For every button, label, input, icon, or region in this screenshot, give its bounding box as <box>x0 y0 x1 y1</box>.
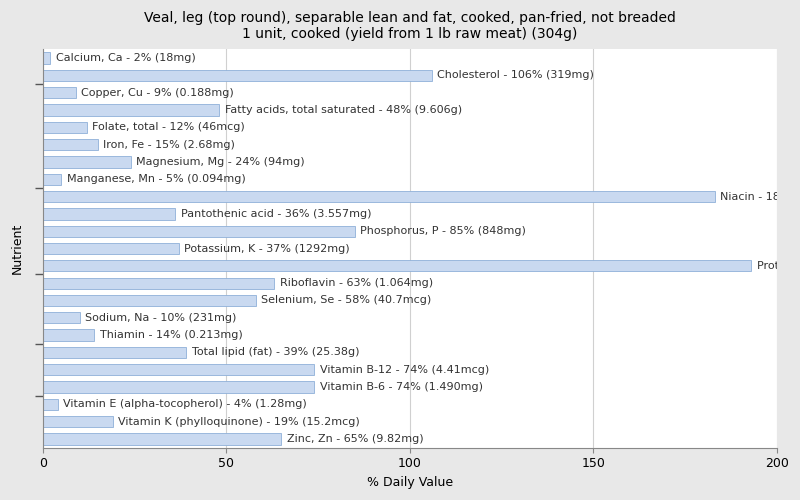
Text: Cholesterol - 106% (319mg): Cholesterol - 106% (319mg) <box>438 70 594 81</box>
Bar <box>43 295 256 306</box>
Bar <box>43 52 50 64</box>
Text: Thiamin - 14% (0.213mg): Thiamin - 14% (0.213mg) <box>100 330 242 340</box>
Bar <box>43 243 178 254</box>
Text: Iron, Fe - 15% (2.68mg): Iron, Fe - 15% (2.68mg) <box>103 140 235 149</box>
Bar <box>43 260 751 272</box>
Bar <box>43 208 175 220</box>
Text: Vitamin B-6 - 74% (1.490mg): Vitamin B-6 - 74% (1.490mg) <box>320 382 483 392</box>
Bar <box>43 364 314 376</box>
Text: Selenium, Se - 58% (40.7mcg): Selenium, Se - 58% (40.7mcg) <box>262 296 431 306</box>
Bar <box>43 416 113 428</box>
Bar <box>43 122 87 133</box>
Title: Veal, leg (top round), separable lean and fat, cooked, pan-fried, not breaded
1 : Veal, leg (top round), separable lean an… <box>144 11 676 42</box>
Text: Sodium, Na - 10% (231mg): Sodium, Na - 10% (231mg) <box>85 313 237 323</box>
Bar <box>43 139 98 150</box>
Bar <box>43 347 186 358</box>
Text: Protein - 193% (96.52g): Protein - 193% (96.52g) <box>757 261 800 271</box>
Bar <box>43 382 314 392</box>
Bar <box>43 434 282 444</box>
Text: Vitamin K (phylloquinone) - 19% (15.2mcg): Vitamin K (phylloquinone) - 19% (15.2mcg… <box>118 416 360 426</box>
Bar <box>43 398 58 410</box>
Text: Pantothenic acid - 36% (3.557mg): Pantothenic acid - 36% (3.557mg) <box>181 209 371 219</box>
Text: Niacin - 183% (36.632mg): Niacin - 183% (36.632mg) <box>720 192 800 202</box>
Bar <box>43 312 79 324</box>
Bar <box>43 156 131 168</box>
Text: Folate, total - 12% (46mcg): Folate, total - 12% (46mcg) <box>93 122 245 132</box>
Bar <box>43 226 355 237</box>
Text: Calcium, Ca - 2% (18mg): Calcium, Ca - 2% (18mg) <box>56 53 195 63</box>
Text: Fatty acids, total saturated - 48% (9.606g): Fatty acids, total saturated - 48% (9.60… <box>225 105 462 115</box>
Text: Riboflavin - 63% (1.064mg): Riboflavin - 63% (1.064mg) <box>280 278 433 288</box>
Text: Manganese, Mn - 5% (0.094mg): Manganese, Mn - 5% (0.094mg) <box>66 174 246 184</box>
Bar <box>43 70 432 81</box>
Text: Vitamin E (alpha-tocopherol) - 4% (1.28mg): Vitamin E (alpha-tocopherol) - 4% (1.28m… <box>63 400 306 409</box>
Bar <box>43 278 274 289</box>
Text: Vitamin B-12 - 74% (4.41mcg): Vitamin B-12 - 74% (4.41mcg) <box>320 364 490 374</box>
Bar <box>43 191 714 202</box>
Text: Zinc, Zn - 65% (9.82mg): Zinc, Zn - 65% (9.82mg) <box>287 434 423 444</box>
Text: Copper, Cu - 9% (0.188mg): Copper, Cu - 9% (0.188mg) <box>82 88 234 98</box>
Text: Phosphorus, P - 85% (848mg): Phosphorus, P - 85% (848mg) <box>360 226 526 236</box>
X-axis label: % Daily Value: % Daily Value <box>367 476 453 489</box>
Text: Magnesium, Mg - 24% (94mg): Magnesium, Mg - 24% (94mg) <box>137 157 305 167</box>
Y-axis label: Nutrient: Nutrient <box>11 223 24 274</box>
Text: Total lipid (fat) - 39% (25.38g): Total lipid (fat) - 39% (25.38g) <box>191 348 359 358</box>
Bar <box>43 104 219 116</box>
Bar <box>43 174 62 185</box>
Bar <box>43 87 76 99</box>
Text: Potassium, K - 37% (1292mg): Potassium, K - 37% (1292mg) <box>184 244 350 254</box>
Bar <box>43 330 94 340</box>
